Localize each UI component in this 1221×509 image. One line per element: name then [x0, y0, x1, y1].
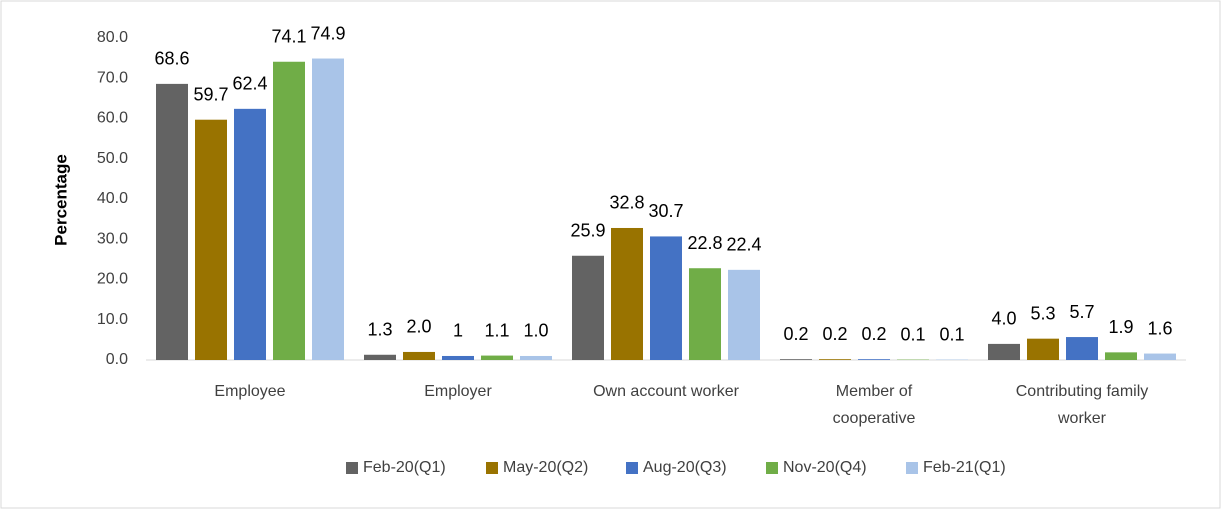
legend-label: May-20(Q2) — [503, 459, 588, 476]
y-tick-label: 30.0 — [97, 230, 128, 247]
data-label: 1 — [453, 321, 463, 341]
legend-label: Feb-20(Q1) — [363, 459, 446, 476]
data-label: 62.4 — [232, 74, 267, 94]
bar — [650, 236, 682, 360]
data-label: 0.1 — [900, 324, 925, 344]
bar — [728, 269, 760, 360]
data-label: 25.9 — [570, 221, 605, 241]
data-label: 74.1 — [271, 26, 306, 46]
legend-swatch — [766, 462, 778, 474]
data-label: 5.7 — [1069, 302, 1094, 322]
data-label: 4.0 — [991, 309, 1016, 329]
data-label: 2.0 — [406, 317, 431, 337]
bar — [611, 227, 643, 360]
y-tick-label: 10.0 — [97, 311, 128, 328]
bar — [403, 351, 435, 360]
data-label: 32.8 — [609, 193, 644, 213]
x-tick-label: Employee — [214, 383, 285, 400]
legend-label: Nov-20(Q4) — [783, 459, 867, 476]
legend-swatch — [906, 462, 918, 474]
x-tick-label: Member of cooperative — [833, 383, 916, 427]
bar — [572, 255, 604, 360]
bar — [273, 61, 305, 361]
legend-label: Feb-21(Q1) — [923, 459, 1006, 476]
y-tick-label: 0.0 — [106, 351, 128, 368]
bar — [780, 359, 812, 360]
y-tick-label: 40.0 — [97, 190, 128, 207]
x-tick-label: Employer — [424, 383, 492, 400]
data-label: 74.9 — [310, 23, 345, 43]
y-tick-label: 20.0 — [97, 271, 128, 288]
bar — [988, 343, 1020, 360]
bar — [689, 268, 721, 360]
legend-swatch — [346, 462, 358, 474]
legend-swatch — [486, 462, 498, 474]
bar — [481, 355, 513, 360]
data-label: 68.6 — [154, 49, 189, 69]
bar — [156, 83, 188, 360]
y-tick-label: 50.0 — [97, 150, 128, 167]
data-label: 5.3 — [1030, 303, 1055, 323]
data-label: 0.2 — [861, 324, 886, 344]
bar — [442, 355, 474, 360]
data-label: 30.7 — [648, 201, 683, 221]
bar — [1066, 337, 1098, 360]
legend-swatch — [626, 462, 638, 474]
y-axis-title: Percentage — [51, 154, 70, 246]
bar — [520, 355, 552, 360]
x-tick-label: Own account worker — [593, 383, 740, 400]
y-tick-label: 60.0 — [97, 110, 128, 127]
data-label: 1.0 — [523, 321, 548, 341]
bar — [195, 119, 227, 361]
bar — [1027, 338, 1059, 360]
data-label: 59.7 — [193, 84, 228, 104]
bar — [858, 359, 890, 360]
bar — [1144, 353, 1176, 360]
x-tick-label: Contributing family worker — [1016, 383, 1149, 427]
y-tick-label: 80.0 — [97, 29, 128, 46]
bar — [819, 359, 851, 360]
data-label: 1.9 — [1108, 317, 1133, 337]
data-label: 0.1 — [939, 324, 964, 344]
bar — [1105, 352, 1137, 360]
data-label: 22.8 — [687, 233, 722, 253]
y-tick-label: 70.0 — [97, 69, 128, 86]
data-label: 0.2 — [822, 324, 847, 344]
data-label: 0.2 — [783, 324, 808, 344]
data-label: 22.4 — [726, 235, 761, 255]
data-label: 1.3 — [367, 320, 392, 340]
bar — [312, 58, 344, 361]
legend-label: Aug-20(Q3) — [643, 459, 727, 476]
bar — [234, 108, 266, 360]
data-label: 1.6 — [1147, 318, 1172, 338]
bar — [364, 354, 396, 360]
data-label: 1.1 — [484, 320, 509, 340]
